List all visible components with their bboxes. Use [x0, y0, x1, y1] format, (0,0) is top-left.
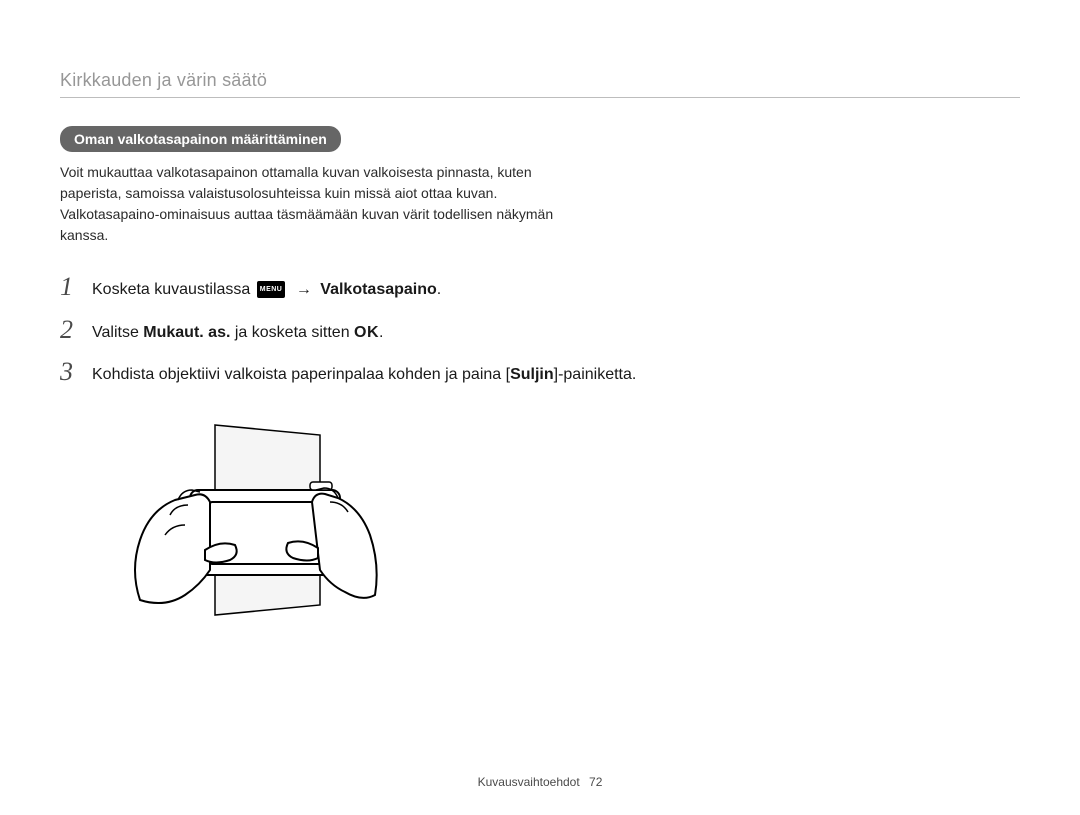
section-pill: Oman valkotasapainon määrittäminen: [60, 126, 341, 152]
step-body: Valitse Mukaut. as. ja kosketa sitten OK…: [92, 317, 384, 346]
step-2: 2 Valitse Mukaut. as. ja kosketa sitten …: [60, 317, 1020, 346]
step-text-post: .: [379, 324, 383, 341]
right-hand: [312, 493, 377, 597]
illustration-hands-camera: [120, 420, 1020, 635]
steps-list: 1 Kosketa kuvaustilassa MENU → Valkotasa…: [60, 274, 1020, 402]
step-text-post: .: [437, 281, 441, 298]
footer-page-number: 72: [589, 775, 602, 789]
page-container: Kirkkauden ja värin säätö Oman valkotasa…: [0, 0, 1080, 815]
step-bold: Mukaut. as.: [143, 324, 230, 341]
step-body: Kosketa kuvaustilassa MENU → Valkotasapa…: [92, 274, 441, 303]
intro-paragraph: Voit mukauttaa valkotasapainon ottamalla…: [60, 162, 560, 246]
hands-camera-svg: [120, 420, 380, 630]
right-thumb: [286, 541, 318, 560]
menu-icon: MENU: [257, 281, 286, 298]
arrow-icon: →: [296, 281, 312, 298]
step-number: 3: [60, 359, 92, 385]
step-3: 3 Kohdista objektiivi valkoista paperinp…: [60, 359, 1020, 388]
step-bold: Valkotasapaino: [320, 281, 437, 298]
step-text: Valitse: [92, 324, 143, 341]
step-text-mid: ja kosketa sitten: [230, 324, 354, 341]
footer-section: Kuvausvaihtoehdot: [478, 775, 580, 789]
step-number: 2: [60, 317, 92, 343]
step-text-post: ]-painiketta.: [554, 366, 637, 383]
ok-icon: OK: [354, 324, 379, 341]
header-rule: [60, 97, 1020, 98]
page-title: Kirkkauden ja värin säätö: [60, 70, 1020, 91]
step-body: Kohdista objektiivi valkoista paperinpal…: [92, 359, 636, 388]
step-text: Kohdista objektiivi valkoista paperinpal…: [92, 366, 510, 383]
step-number: 1: [60, 274, 92, 300]
page-footer: Kuvausvaihtoehdot 72: [0, 775, 1080, 789]
left-thumb: [205, 543, 237, 562]
step-text: Kosketa kuvaustilassa: [92, 281, 255, 298]
step-bold: Suljin: [510, 366, 554, 383]
step-1: 1 Kosketa kuvaustilassa MENU → Valkotasa…: [60, 274, 1020, 303]
